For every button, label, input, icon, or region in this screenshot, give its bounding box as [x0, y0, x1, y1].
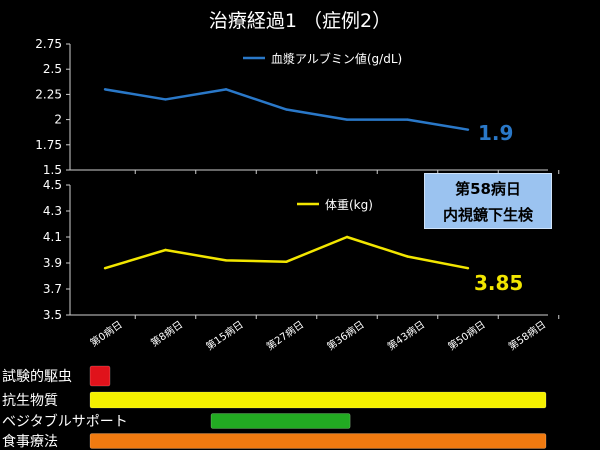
data-point-2-5 — [406, 255, 409, 258]
data-point-2-6 — [466, 267, 470, 270]
treatment-bar-1 — [89, 391, 547, 409]
data-point-1-1 — [164, 98, 167, 101]
treatment-label-1: 抗生物質 — [2, 393, 58, 409]
data-point-1-2 — [224, 88, 228, 91]
chart-title: 治療経過1 （症例2） — [208, 10, 392, 32]
y-tick-label-1-0: 1.5 — [43, 163, 62, 177]
data-point-2-3 — [285, 260, 288, 263]
data-point-2-4 — [345, 235, 349, 239]
end-value-label-1: 1.9 — [478, 121, 513, 145]
x-tick-label-0: 第0病日 — [87, 318, 124, 350]
treatment-label-0: 試験的駆虫 — [2, 369, 72, 385]
data-point-1-6 — [466, 128, 470, 131]
x-tick-label-1: 第8病日 — [148, 318, 185, 350]
y-tick-label-1-4: 2.5 — [43, 62, 62, 76]
data-point-2-0 — [103, 267, 107, 270]
y-tick-label-2-3: 4.1 — [43, 230, 62, 244]
x-tick-label-5: 第43病日 — [385, 318, 427, 353]
y-tick-label-1-2: 2 — [54, 113, 62, 127]
series-line-2 — [104, 235, 469, 270]
y-tick-label-2-2: 3.9 — [43, 256, 62, 270]
y-tick-label-2-1: 3.7 — [43, 282, 62, 296]
y-tick-label-1-5: 2.75 — [35, 37, 62, 51]
treatment-bar-2 — [210, 413, 351, 429]
annotation-box: 第58病日 内視鏡下生検 — [424, 173, 552, 229]
y-tick-label-2-4: 4.3 — [43, 204, 62, 218]
treatment-label-2: ベジタブルサポート — [2, 413, 128, 430]
data-point-1-4 — [345, 118, 349, 121]
data-point-2-2 — [224, 259, 228, 262]
data-point-1-0 — [103, 88, 107, 91]
x-tick-label-6: 第50病日 — [445, 318, 487, 353]
annotation-line2: 内視鏡下生検 — [442, 206, 533, 224]
legend-label-1: 血漿アルブミン値(g/dL) — [271, 51, 402, 66]
y-tick-label-2-0: 3.5 — [43, 308, 62, 322]
y-tick-label-1-3: 2.25 — [35, 87, 62, 101]
y-tick-label-2-5: 4.5 — [43, 178, 62, 192]
x-tick-label-3: 第27病日 — [264, 318, 306, 353]
data-point-1-3 — [285, 108, 288, 111]
y-tick-label-1-1: 1.75 — [35, 138, 62, 152]
data-point-2-1 — [164, 248, 167, 252]
treatment-bar-0 — [89, 365, 111, 387]
treatment-label-3: 食事療法 — [2, 433, 58, 450]
x-tick-label-4: 第36病日 — [324, 318, 366, 353]
end-value-label-2: 3.85 — [474, 271, 523, 295]
x-tick-label-7: 第58病日 — [506, 318, 548, 353]
x-tick-label-2: 第15病日 — [203, 318, 245, 353]
data-point-1-5 — [406, 118, 409, 121]
legend-label-2: 体重(kg) — [325, 198, 373, 212]
annotation-line1: 第58病日 — [455, 180, 521, 198]
treatment-bar-3 — [89, 433, 547, 449]
